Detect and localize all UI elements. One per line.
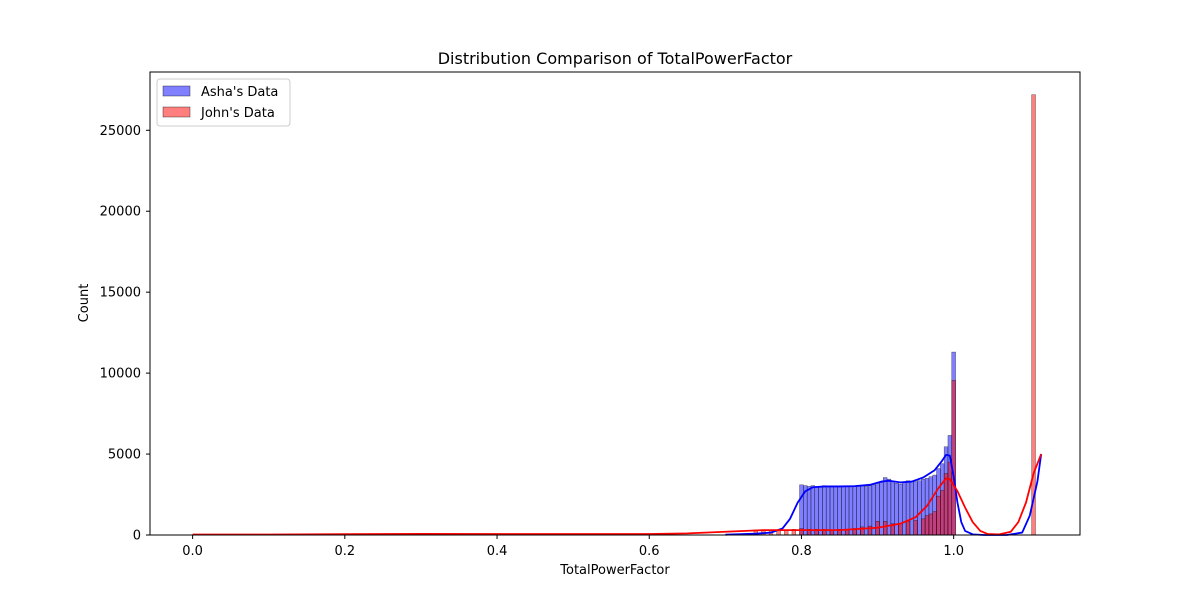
x-tick-label-0: 0.0 xyxy=(182,544,203,559)
series-0-bar-27 xyxy=(902,482,907,536)
y-tick-label-5: 25000 xyxy=(100,124,141,139)
series-0-bar-31 xyxy=(917,480,922,536)
plot-area: 0.0 0.2 0.4 0.6 0.8 1.0 0 5000 10000 15000 20000 25… xyxy=(100,71,1081,559)
y-axis-title: Count xyxy=(77,284,92,323)
plot-frame xyxy=(149,71,1081,536)
series-1-bar-21 xyxy=(913,520,918,536)
series-1-bar-30 xyxy=(951,380,956,536)
series-0-bar-11 xyxy=(841,486,846,536)
series-1-bar-28 xyxy=(943,473,949,536)
series-1-bar-24 xyxy=(928,513,933,536)
series-0-bar-29 xyxy=(909,481,914,536)
series-0-bar-4 xyxy=(814,486,819,536)
x-tick-label-1: 0.2 xyxy=(334,544,355,559)
y-tick-label-0: 0 xyxy=(133,529,141,544)
x-tick-label-4: 0.8 xyxy=(791,544,812,559)
series-0-bar-10 xyxy=(837,486,842,536)
legend-swatch-0 xyxy=(162,85,191,97)
x-tick-label-5: 1.0 xyxy=(943,544,964,559)
series-0-bar-13 xyxy=(848,486,854,536)
series-1-bar-19 xyxy=(898,523,903,536)
y-tick-label-2: 10000 xyxy=(100,367,141,382)
legend: Asha's Data John's Data xyxy=(156,78,291,127)
series-0-bar-2 xyxy=(806,486,812,536)
x-axis-title: TotalPowerFactor xyxy=(559,563,670,578)
series-1-kde-line xyxy=(192,453,1043,536)
series-0-bar-6 xyxy=(822,485,827,536)
series-1-bar-27 xyxy=(940,490,945,536)
legend-swatch-1 xyxy=(162,106,191,118)
x-tick-label-3: 0.6 xyxy=(639,544,660,559)
series-1-bar-26 xyxy=(936,495,941,536)
series-0-bar-5 xyxy=(818,486,823,536)
series-0-bar-3 xyxy=(810,485,816,536)
series-1-bar-25 xyxy=(932,511,937,536)
series-0-bar-7 xyxy=(825,486,831,536)
series-0-bar-8 xyxy=(829,486,835,536)
series-0-bar-0 xyxy=(799,484,804,536)
series-1-bar-20 xyxy=(905,520,911,536)
series-1-bar-22 xyxy=(921,518,926,536)
series-0-bar-14 xyxy=(852,486,857,536)
series-1-bar-17 xyxy=(883,520,888,536)
series-1-bar-29 xyxy=(947,461,953,536)
series-1-bar-23 xyxy=(924,515,930,536)
y-tick-label-1: 5000 xyxy=(108,448,141,463)
series-0-bar-12 xyxy=(844,486,850,536)
y-tick-label-4: 20000 xyxy=(100,205,141,220)
series-0-bar-25 xyxy=(894,482,899,536)
chart-title: Distribution Comparison of TotalPowerFac… xyxy=(438,49,793,68)
x-tick-label-2: 0.4 xyxy=(487,544,508,559)
series-0-bar-15 xyxy=(856,485,861,536)
y-tick-label-3: 15000 xyxy=(100,286,141,301)
series-0-bar-9 xyxy=(833,485,838,536)
legend-label-0: Asha's Data xyxy=(201,85,278,100)
legend-label-1: John's Data xyxy=(200,106,275,121)
